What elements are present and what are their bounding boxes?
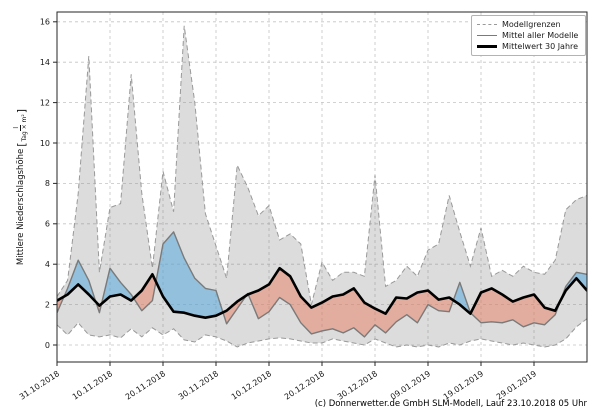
x-axis: 31.10.2018 10.11.2018 20.11.2018 30.11.2018… (18, 362, 538, 402)
legend-swatch-dashed-line (477, 24, 497, 25)
legend-swatch-black-line (477, 45, 497, 48)
climate-mean-line (57, 266, 587, 320)
y-tick-label: 12 (40, 98, 50, 107)
legend-item-mittel-aller-modelle: Mittel aller Modelle (477, 30, 580, 41)
y-axis-unit-fraction: l Tag × m² (12, 114, 28, 142)
x-tick-label: 29.01.2019 (495, 369, 538, 401)
x-tick-label: 30.11.2018 (177, 369, 220, 401)
x-tick-label: 20.11.2018 (124, 369, 167, 401)
y-axis-label: Mittlere Niederschlagshöhe [ l Tag × m² … (10, 67, 32, 307)
legend-label: Mittel aller Modelle (502, 31, 579, 40)
y-axis-unit: [ l Tag × m² ] (12, 108, 28, 147)
y-tick-label: 14 (40, 58, 50, 67)
x-tick-label: 09.01.2019 (389, 369, 432, 401)
chart-legend: Modellgrenzen Mittel aller Modelle Mitte… (471, 15, 586, 56)
model-upper-bound-line (57, 25, 587, 305)
below-normal-fill (57, 268, 587, 337)
y-tick-label: 16 (40, 18, 50, 27)
legend-swatch-gray-line (477, 35, 497, 36)
y-tick-label: 0 (45, 341, 50, 350)
y-tick-label: 10 (40, 139, 50, 148)
legend-label: Mittelwert 30 Jahre (502, 42, 579, 51)
y-tick-label: 2 (45, 300, 50, 309)
x-tick-label: 30.12.2018 (336, 369, 379, 401)
x-tick-label: 19.01.2019 (442, 369, 485, 401)
y-tick-label: 4 (45, 260, 50, 269)
y-axis-label-text: Mittlere Niederschlagshöhe (16, 148, 26, 266)
copyright-caption: (c) Donnerwetter.de GmbH SLM-Modell, Lau… (314, 399, 587, 409)
legend-item-modellgrenzen: Modellgrenzen (477, 19, 580, 30)
x-tick-label: 10.12.2018 (230, 369, 273, 401)
legend-label: Modellgrenzen (502, 20, 561, 29)
model-mean-line (57, 231, 587, 338)
x-tick-label: 31.10.2018 (18, 369, 61, 401)
x-tick-label: 20.12.2018 (283, 369, 326, 401)
y-axis: 0 2 4 6 8 10 12 14 16 (40, 18, 57, 350)
legend-item-mittelwert-30-jahre: Mittelwert 30 Jahre (477, 41, 580, 52)
y-tick-label: 8 (45, 179, 50, 188)
x-tick-label: 10.11.2018 (71, 369, 114, 401)
model-lower-bound-line (57, 318, 587, 348)
y-tick-label: 6 (45, 220, 50, 229)
